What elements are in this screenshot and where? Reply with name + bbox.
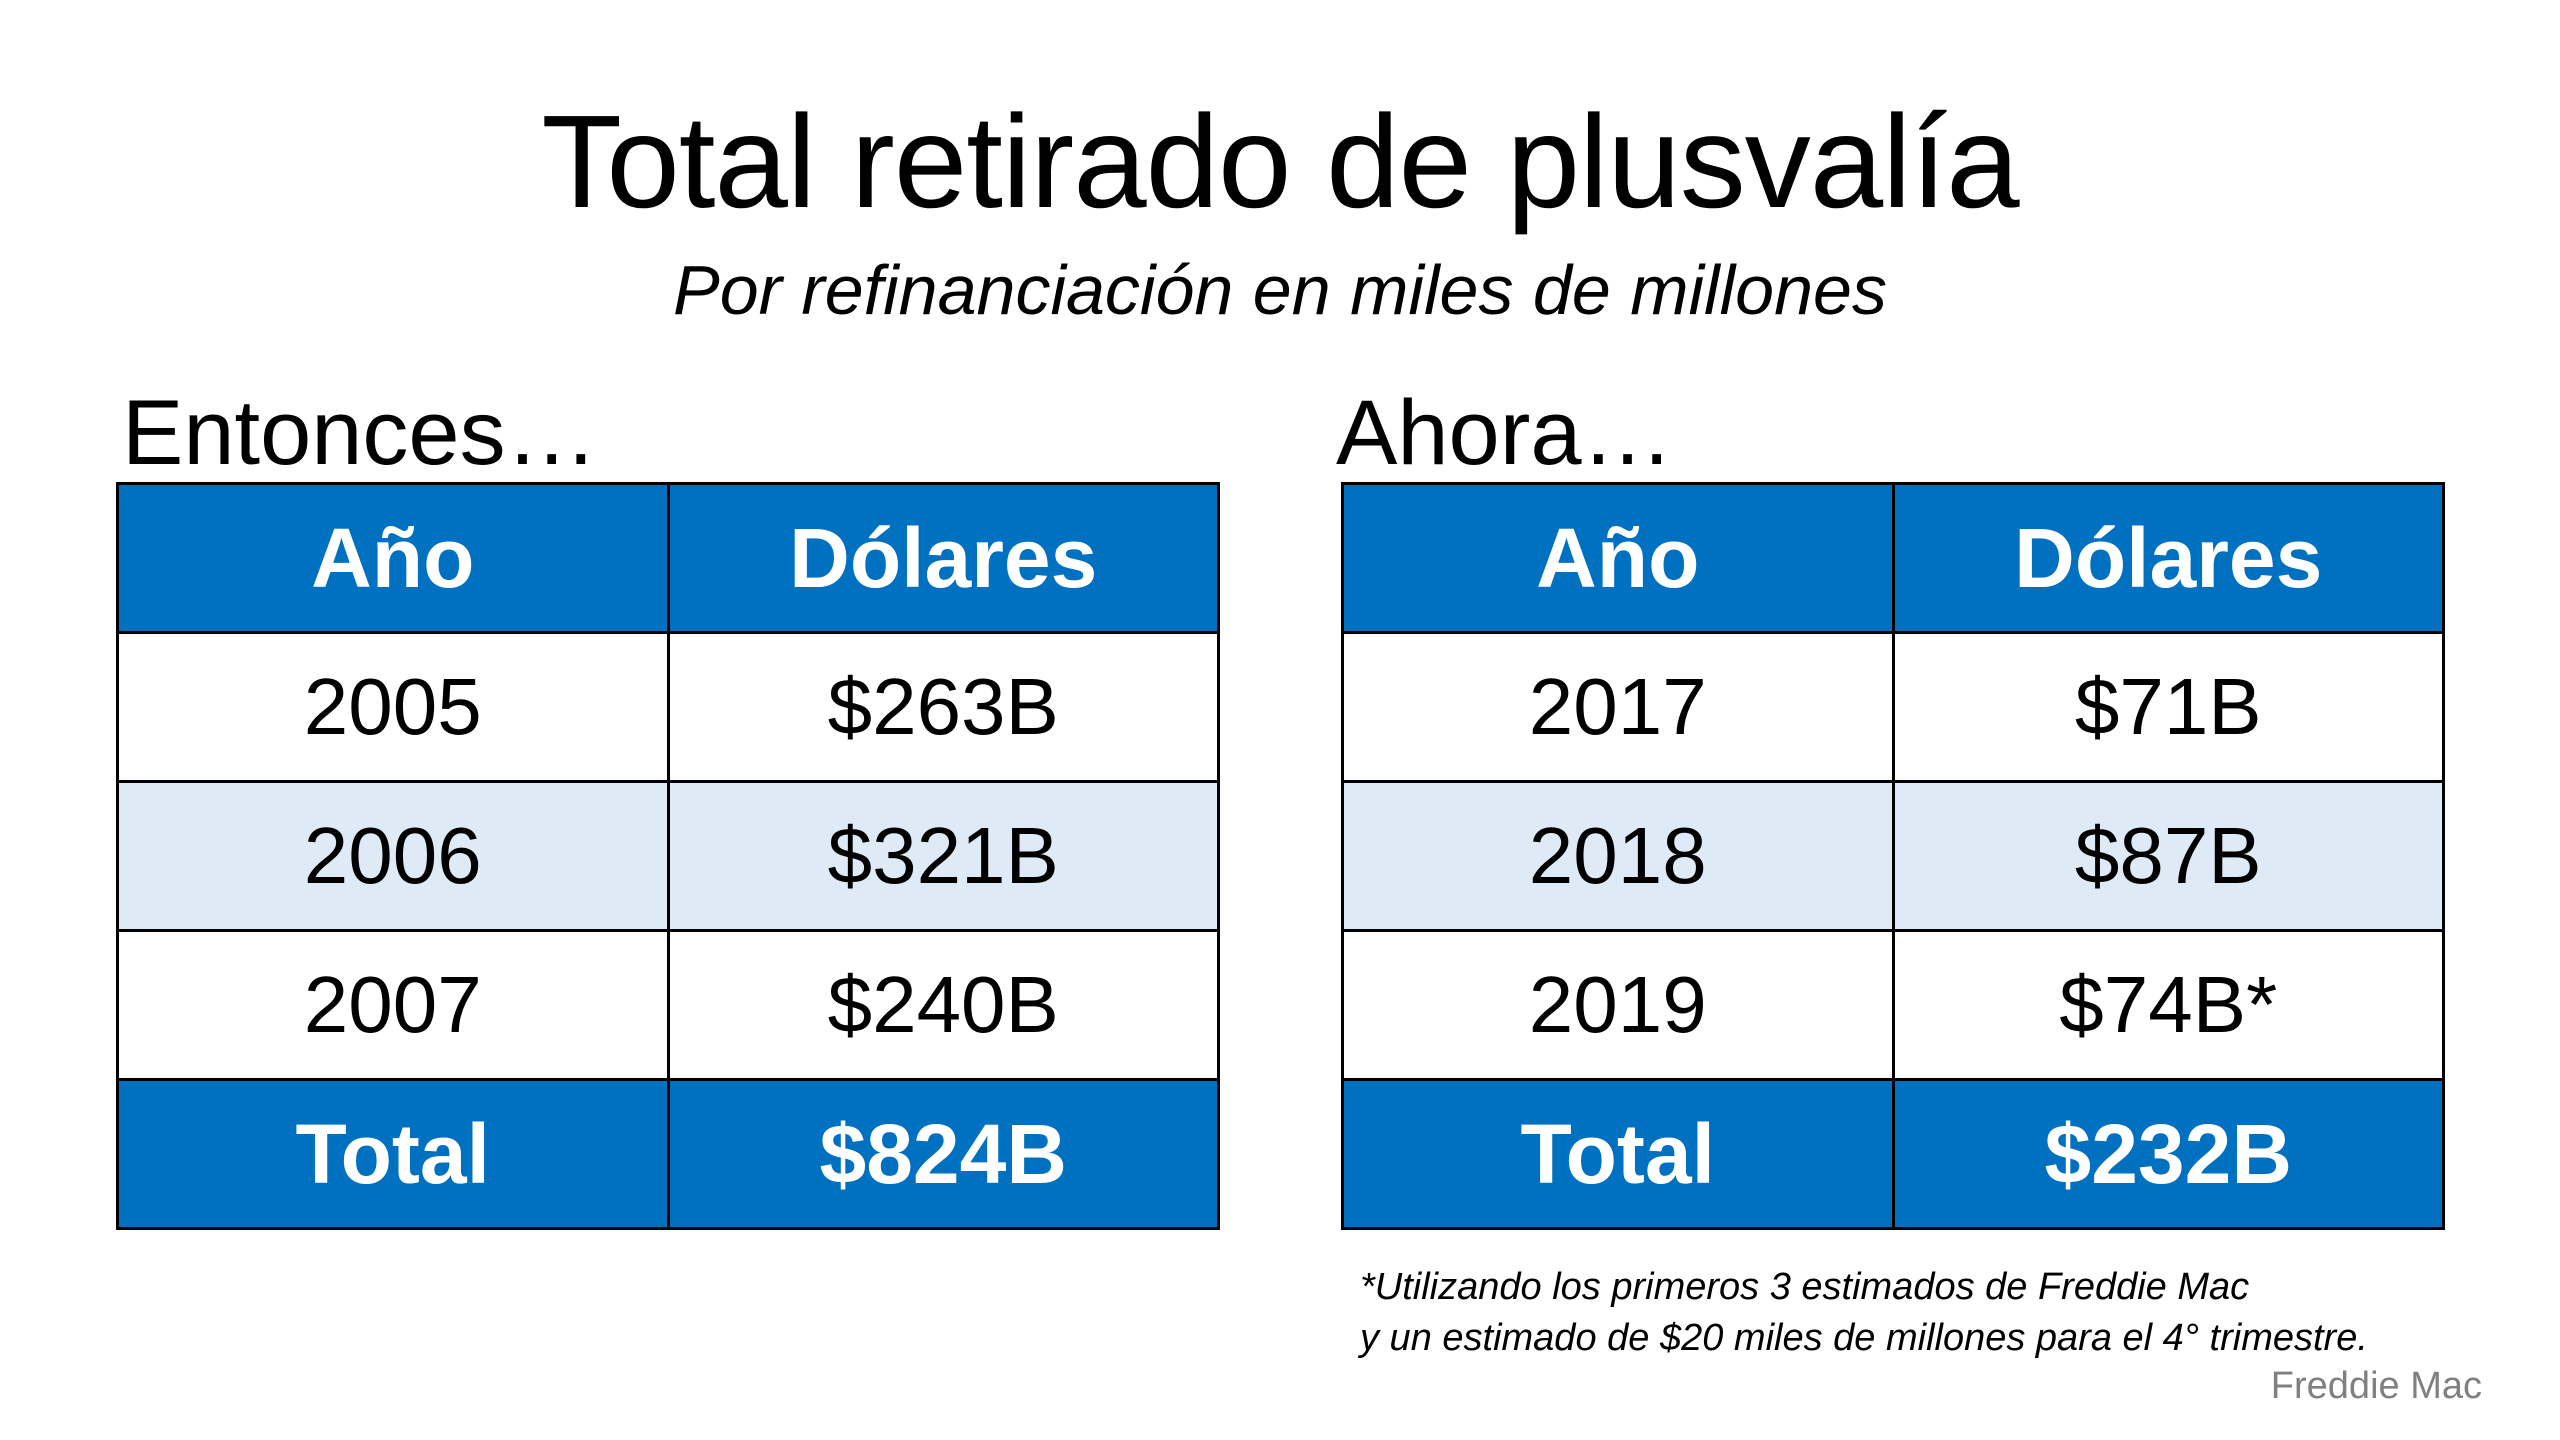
- table-row: 2019 $74B*: [1341, 929, 2445, 1081]
- section-heading-now: Ahora…: [1336, 382, 1674, 484]
- footnote-line: *Utilizando los primeros 3 estimados de …: [1360, 1266, 2250, 1308]
- page-subtitle: Por refinanciación en miles de millones: [673, 251, 1887, 329]
- cell-year: 2005: [116, 631, 670, 783]
- column-header-year: Año: [116, 482, 670, 634]
- total-value: $232B: [1891, 1078, 2445, 1230]
- cell-year: 2019: [1341, 929, 1895, 1081]
- table-total-row: Total $232B: [1341, 1078, 2445, 1230]
- footnote-line: y un estimado de $20 miles de millones p…: [1360, 1317, 2368, 1359]
- column-header-dollars: Dólares: [1891, 482, 2445, 634]
- cell-dollars: $87B: [1891, 780, 2445, 932]
- cell-dollars: $321B: [666, 780, 1220, 932]
- table-row: 2018 $87B: [1341, 780, 2445, 932]
- column-header-dollars: Dólares: [666, 482, 1220, 634]
- cell-dollars: $263B: [666, 631, 1220, 783]
- cell-year: 2007: [116, 929, 670, 1081]
- cell-year: 2006: [116, 780, 670, 932]
- table-then: Año Dólares 2005 $263B 2006 $321B 2007 $…: [116, 482, 1220, 1230]
- total-value: $824B: [666, 1078, 1220, 1230]
- cell-dollars: $71B: [1891, 631, 2445, 783]
- section-heading-then: Entonces…: [122, 382, 598, 484]
- table-row: 2006 $321B: [116, 780, 1220, 932]
- footnote: *Utilizando los primeros 3 estimados de …: [1360, 1262, 2368, 1364]
- table-now: Año Dólares 2017 $71B 2018 $87B 2019 $74…: [1341, 482, 2445, 1230]
- table-total-row: Total $824B: [116, 1078, 1220, 1230]
- source-credit: Freddie Mac: [2270, 1365, 2482, 1407]
- total-label: Total: [1341, 1078, 1895, 1230]
- cell-year: 2018: [1341, 780, 1895, 932]
- table-header-row: Año Dólares: [1341, 482, 2445, 634]
- cell-dollars: $74B*: [1891, 929, 2445, 1081]
- total-label: Total: [116, 1078, 670, 1230]
- column-header-year: Año: [1341, 482, 1895, 634]
- table-row: 2005 $263B: [116, 631, 1220, 783]
- table-header-row: Año Dólares: [116, 482, 1220, 634]
- cell-year: 2017: [1341, 631, 1895, 783]
- table-row: 2007 $240B: [116, 929, 1220, 1081]
- table-row: 2017 $71B: [1341, 631, 2445, 783]
- cell-dollars: $240B: [666, 929, 1220, 1081]
- page-title: Total retirado de plusvalía: [541, 88, 2019, 235]
